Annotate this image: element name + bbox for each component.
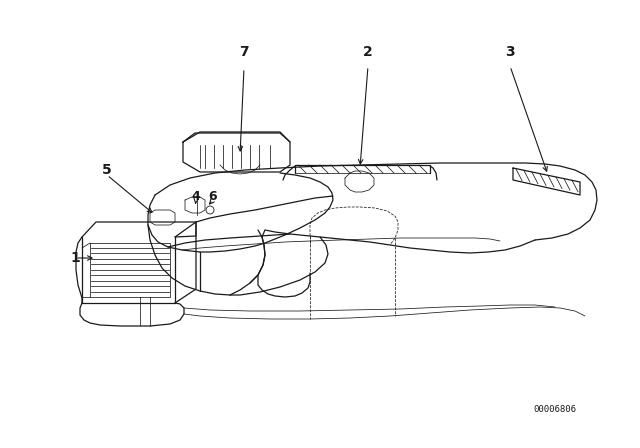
Text: 6: 6 [209, 190, 218, 202]
Text: 00006806: 00006806 [534, 405, 577, 414]
Text: 3: 3 [505, 45, 515, 59]
Text: 7: 7 [239, 45, 249, 59]
Text: 1: 1 [70, 251, 80, 265]
Text: 5: 5 [102, 163, 112, 177]
Text: 2: 2 [363, 45, 373, 59]
Text: 4: 4 [191, 190, 200, 202]
